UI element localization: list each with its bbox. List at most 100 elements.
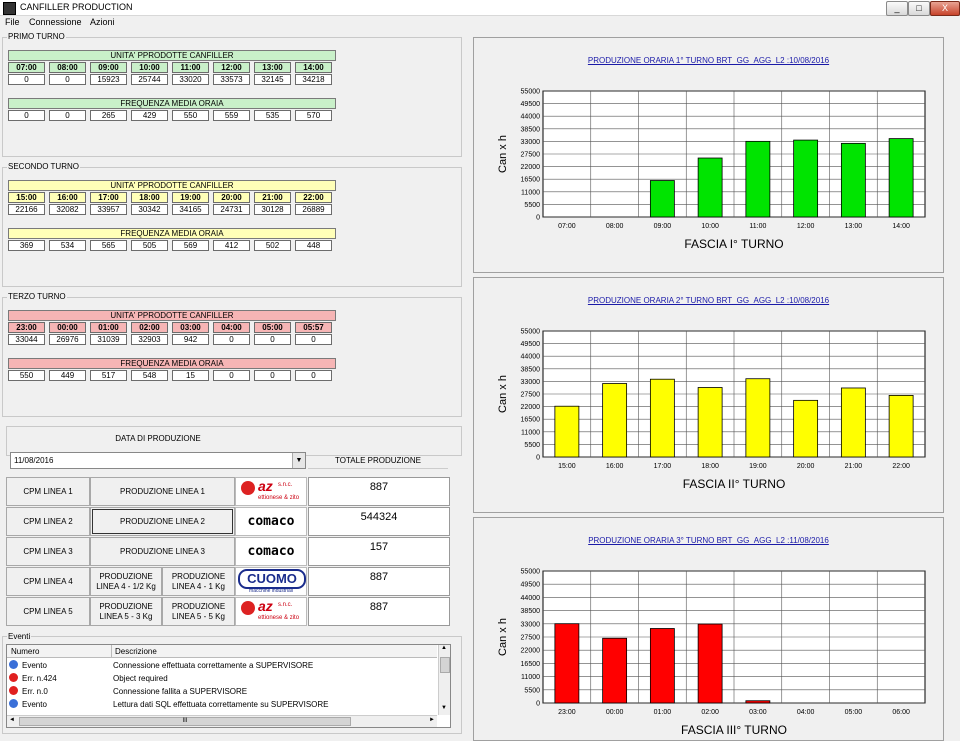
hour-header: 22:00 (295, 192, 332, 203)
cpm-line-button[interactable]: CPM LINEA 1 (6, 477, 90, 506)
production-line-button[interactable]: PRODUZIONE LINEA 4 - 1/2 Kg (90, 567, 162, 596)
x-tick-label: 02:00 (701, 709, 719, 716)
y-tick-label: 16500 (521, 417, 541, 424)
cpm-line-button[interactable]: CPM LINEA 2 (6, 507, 90, 536)
list-item[interactable]: Evento Lettura dati SQL effettuata corret… (7, 698, 437, 711)
scroll-thumb-horizontal[interactable]: III (19, 717, 351, 726)
logo-mark: comaco (247, 544, 295, 559)
logo-sub: macchine industriali (249, 588, 293, 594)
y-tick-label: 55000 (521, 89, 541, 96)
bar (602, 637, 628, 704)
freq-cell: 570 (295, 110, 332, 121)
units-cell: 31039 (90, 334, 127, 345)
y-axis-label: Can x h (497, 135, 509, 173)
units-cell: 25744 (131, 74, 168, 85)
chart-title-2[interactable]: PRODUZIONE ORARIA 2° TURNO BRT_GG_AGG_L2… (587, 296, 830, 305)
production-line-button[interactable]: PRODUZIONE LINEA 4 - 1 Kg (162, 567, 235, 596)
hour-header: 03:00 (172, 322, 209, 333)
app-icon (3, 2, 16, 15)
hour-header: 05:57 (295, 322, 332, 333)
horizontal-scrollbar[interactable]: ◄ III ► (7, 715, 437, 727)
events-label: Eventi (7, 632, 32, 641)
y-tick-label: 38500 (521, 126, 541, 133)
freq-header: FREQUENZA MEDIA ORAIA (8, 98, 336, 109)
production-line-button[interactable]: PRODUZIONE LINEA 2 (90, 507, 235, 536)
scroll-right-icon[interactable]: ► (429, 717, 435, 723)
scroll-left-icon[interactable]: ◄ (9, 717, 15, 723)
shift-group: SECONDO TURNO (2, 162, 462, 287)
x-tick-label: 19:00 (749, 463, 767, 470)
units-cell: 30128 (254, 204, 291, 215)
list-item[interactable]: Evento Connessione effettuata correttamen… (7, 659, 437, 672)
close-button[interactable]: X (930, 1, 960, 16)
column-number[interactable]: Numero (11, 647, 40, 656)
bar (745, 700, 771, 704)
cpm-line-button[interactable]: CPM LINEA 4 (6, 567, 90, 596)
list-item[interactable]: Err. n.0 Connessione fallita a SUPERVISOR… (7, 685, 437, 698)
bar (745, 378, 771, 458)
x-tick-label: 06:00 (892, 709, 910, 716)
x-tick-label: 10:00 (701, 223, 719, 230)
units-cell: 33020 (172, 74, 209, 85)
units-cell: 15923 (90, 74, 127, 85)
x-tick-label: 18:00 (701, 463, 719, 470)
production-line-button[interactable]: PRODUZIONE LINEA 5 - 5 Kg (162, 597, 235, 626)
info-icon (9, 699, 18, 708)
hour-header: 14:00 (295, 62, 332, 73)
hour-header: 01:00 (90, 322, 127, 333)
minimize-button[interactable]: _ (886, 1, 908, 16)
x-axis-label: FASCIA I° TURNO (684, 237, 783, 251)
menu-connessione[interactable]: Connessione (29, 17, 82, 27)
chevron-down-icon[interactable]: ▼ (292, 453, 305, 468)
total-production-value: 887 (308, 477, 450, 506)
bar (649, 378, 675, 458)
freq-cell: 369 (8, 240, 45, 251)
cpm-line-button[interactable]: CPM LINEA 3 (6, 537, 90, 566)
y-axis-label: Can x h (497, 618, 509, 656)
menu-file[interactable]: File (5, 17, 20, 27)
y-tick-label: 0 (536, 215, 540, 222)
column-description[interactable]: Descrizione (115, 647, 157, 656)
menu-azioni[interactable]: Azioni (90, 17, 115, 27)
y-tick-label: 11000 (521, 189, 540, 196)
logo-suffix: s.n.c. (278, 602, 293, 608)
production-line-button[interactable]: PRODUZIONE LINEA 1 (90, 477, 235, 506)
freq-cell: 565 (90, 240, 127, 251)
scroll-down-icon[interactable]: ▼ (441, 705, 447, 711)
hour-header: 08:00 (49, 62, 86, 73)
vertical-scrollbar[interactable]: ▲ ▼ (438, 645, 450, 715)
window-title: CANFILLER PRODUCTION (20, 2, 133, 12)
production-line-button[interactable]: PRODUZIONE LINEA 3 (90, 537, 235, 566)
production-date-label: DATA DI PRODUZIONE (115, 434, 201, 443)
logo-mark: az (258, 478, 273, 494)
column-divider (111, 645, 112, 657)
bar (888, 138, 914, 218)
event-description: Object required (113, 674, 168, 683)
bar (697, 623, 723, 704)
x-tick-label: 00:00 (606, 709, 624, 716)
hour-header: 12:00 (213, 62, 250, 73)
chart-title-3[interactable]: PRODUZIONE ORARIA 3° TURNO BRT_GG_AGG_L2… (588, 536, 829, 545)
units-cell: 30342 (131, 204, 168, 215)
bar (602, 383, 628, 458)
minimize-icon: _ (894, 3, 900, 13)
freq-cell: 449 (49, 370, 86, 381)
production-line-button[interactable]: PRODUZIONE LINEA 5 - 3 Kg (90, 597, 162, 626)
production-date-value: 11/08/2016 (14, 456, 54, 465)
company-logo: az s.n.c. ettionese & zito (235, 597, 307, 626)
scroll-thumb[interactable] (440, 657, 450, 673)
scroll-up-icon[interactable]: ▲ (441, 645, 447, 651)
freq-cell: 15 (172, 370, 209, 381)
production-date-select[interactable]: 11/08/2016 ▼ (10, 452, 306, 469)
cpm-line-button[interactable]: CPM LINEA 5 (6, 597, 90, 626)
company-logo: CUOMO macchine industriali (235, 567, 307, 596)
events-list[interactable]: Numero Descrizione Evento Connessione eff… (6, 644, 451, 728)
maximize-button[interactable]: □ (908, 1, 930, 16)
freq-cell: 517 (90, 370, 127, 381)
chart-title-1[interactable]: PRODUZIONE ORARIA 1° TURNO BRT_GG_AGG_L2… (587, 56, 830, 65)
y-tick-label: 27500 (521, 392, 541, 399)
chart-panel-1: PRODUZIONE ORARIA 1° TURNO BRT_GG_AGG_L2… (473, 37, 944, 273)
bar (745, 140, 771, 218)
x-tick-label: 08:00 (606, 223, 624, 230)
list-item[interactable]: Err. n.424 Object required (7, 672, 437, 685)
